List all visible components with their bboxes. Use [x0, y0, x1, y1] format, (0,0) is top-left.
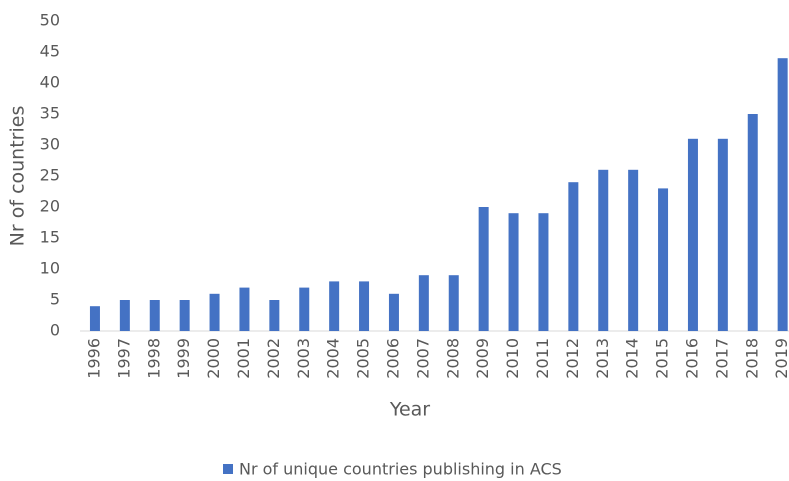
bar	[119, 300, 130, 331]
x-axis-label: Year	[389, 399, 430, 421]
x-tick-label: 1998	[144, 338, 163, 379]
bar	[299, 287, 310, 331]
x-tick-label: 2017	[712, 338, 731, 379]
bar	[658, 188, 669, 331]
y-tick-label: 35	[40, 104, 60, 123]
y-tick-label: 45	[40, 42, 60, 61]
bar	[747, 114, 758, 331]
bar	[508, 213, 519, 331]
y-axis-label: Nr of countries	[7, 106, 29, 247]
bar	[239, 287, 250, 331]
y-tick-label: 30	[40, 135, 60, 154]
x-tick-label: 2001	[234, 338, 253, 379]
x-tick-label: 2012	[563, 338, 582, 379]
x-tick-label: 2018	[742, 338, 761, 379]
bar	[478, 207, 489, 331]
x-tick-label: 1999	[174, 338, 193, 379]
x-tick-label: 2014	[623, 338, 642, 379]
bar	[359, 281, 370, 331]
x-tick-label: 2011	[533, 338, 552, 379]
bar	[209, 293, 220, 331]
y-tick-label: 40	[40, 73, 60, 92]
x-tick-label: 1996	[84, 338, 103, 379]
bar	[149, 300, 160, 331]
x-tick-label: 2016	[682, 338, 701, 379]
x-tick-label: 2019	[772, 338, 789, 379]
y-tick-label: 15	[40, 228, 60, 247]
bar	[269, 300, 280, 331]
x-tick-label: 2006	[383, 338, 402, 379]
bar	[89, 306, 100, 331]
x-tick-label: 2007	[413, 338, 432, 379]
x-tick-label: 1997	[114, 338, 133, 379]
bar	[687, 138, 698, 331]
bar	[179, 300, 190, 331]
y-tick-label: 25	[40, 166, 60, 185]
bar	[448, 275, 459, 331]
y-tick-label: 5	[50, 290, 60, 309]
x-tick-label: 2013	[593, 338, 612, 379]
bar	[568, 182, 579, 331]
x-tick-label: 2005	[354, 338, 373, 379]
legend-swatch	[223, 464, 233, 474]
x-tick-label: 2000	[204, 338, 223, 379]
y-tick-label: 0	[50, 321, 60, 340]
bar	[598, 169, 609, 331]
x-tick-label: 2015	[653, 338, 672, 379]
bar	[538, 213, 549, 331]
legend-label: Nr of unique countries publishing in ACS	[239, 460, 562, 479]
bar	[418, 275, 429, 331]
x-tick-label: 2009	[473, 338, 492, 379]
x-tick-label: 2010	[503, 338, 522, 379]
x-tick-label: 2003	[294, 338, 313, 379]
y-tick-label: 10	[40, 259, 60, 278]
y-tick-label: 50	[40, 11, 60, 30]
bar	[329, 281, 340, 331]
bar	[777, 58, 788, 331]
bar	[717, 138, 728, 331]
x-tick-label: 2002	[264, 338, 283, 379]
y-tick-label: 20	[40, 197, 60, 216]
x-tick-label: 2008	[443, 338, 462, 379]
x-tick-label: 2004	[324, 338, 343, 379]
bar	[628, 169, 639, 331]
bar	[388, 293, 399, 331]
